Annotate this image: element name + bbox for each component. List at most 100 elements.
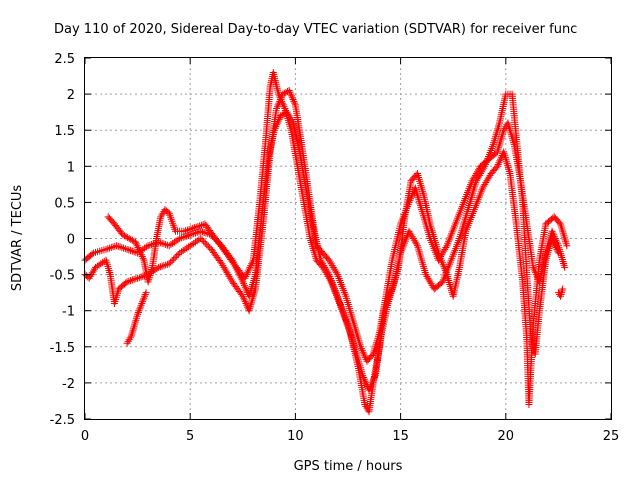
data-point xyxy=(89,267,97,275)
data-point xyxy=(288,94,296,102)
data-point xyxy=(124,234,132,242)
data-point xyxy=(158,262,166,270)
data-point xyxy=(142,289,150,297)
data-point xyxy=(200,238,208,246)
y-axis-label: SDTVAR / TECUs xyxy=(10,185,25,292)
data-point xyxy=(500,126,508,134)
y-tick-label: 0 xyxy=(67,233,75,248)
data-point xyxy=(561,263,569,271)
data-point xyxy=(442,244,450,252)
data-point xyxy=(290,97,298,105)
y-tick-label: -0.5 xyxy=(50,269,75,284)
data-point xyxy=(135,274,143,282)
data-point xyxy=(190,239,198,247)
data-point xyxy=(408,233,416,241)
data-point xyxy=(106,244,114,252)
data-point xyxy=(323,271,331,279)
y-tick-label: 2.5 xyxy=(54,52,75,67)
data-point xyxy=(287,92,295,100)
data-point xyxy=(272,105,280,113)
data-point xyxy=(358,346,366,354)
data-point xyxy=(183,232,191,240)
data-point xyxy=(139,296,147,304)
data-point xyxy=(168,257,176,265)
data-point xyxy=(193,228,201,236)
data-point xyxy=(167,241,175,249)
data-point xyxy=(474,173,482,181)
data-point xyxy=(477,170,485,178)
data-point xyxy=(136,305,144,313)
data-point xyxy=(190,224,198,232)
data-point xyxy=(167,258,175,266)
data-point xyxy=(362,402,370,410)
data-point xyxy=(329,263,337,271)
data-point xyxy=(128,247,136,255)
data-point xyxy=(277,96,285,104)
data-point xyxy=(160,262,168,270)
data-point xyxy=(170,238,178,246)
data-point xyxy=(557,292,565,300)
y-tick-label: 0.5 xyxy=(54,196,75,211)
series-track-3 xyxy=(104,68,571,416)
data-point xyxy=(162,261,170,269)
data-point xyxy=(137,249,145,257)
data-point xyxy=(440,247,448,255)
data-point xyxy=(322,269,330,277)
data-point xyxy=(274,119,282,127)
data-point xyxy=(243,269,251,277)
data-point xyxy=(496,157,504,165)
data-point xyxy=(120,232,128,240)
data-point xyxy=(188,241,196,249)
data-point xyxy=(122,233,130,241)
data-point xyxy=(139,254,147,262)
series-track-2 xyxy=(81,86,562,394)
plot-frame xyxy=(84,57,612,420)
data-point xyxy=(242,272,250,280)
data-point xyxy=(332,269,340,277)
data-point xyxy=(107,244,115,252)
data-point xyxy=(223,269,231,277)
data-point xyxy=(276,94,284,102)
data-point xyxy=(220,263,228,271)
data-point xyxy=(184,231,192,239)
data-point xyxy=(159,209,167,217)
data-point xyxy=(187,225,195,233)
data-point xyxy=(188,230,196,238)
data-point xyxy=(360,373,368,381)
data-point xyxy=(554,247,562,255)
data-point xyxy=(246,263,254,271)
data-point xyxy=(181,233,189,241)
data-point xyxy=(95,261,103,269)
data-point xyxy=(144,242,152,250)
data-point xyxy=(241,283,249,291)
data-point xyxy=(426,278,434,286)
data-point xyxy=(138,253,146,261)
data-point xyxy=(193,237,201,245)
data-point xyxy=(480,164,488,172)
x-tick-label: 15 xyxy=(392,429,409,444)
data-point xyxy=(289,96,297,104)
data-point xyxy=(280,89,288,97)
data-point xyxy=(197,227,205,235)
data-point xyxy=(204,242,212,250)
data-point xyxy=(123,339,131,347)
data-point xyxy=(361,401,369,409)
y-tick-label: -1.5 xyxy=(50,341,75,356)
data-point xyxy=(176,235,184,242)
data-point xyxy=(551,242,559,250)
data-point xyxy=(225,272,233,280)
data-point xyxy=(239,278,247,286)
data-point xyxy=(131,238,139,246)
data-point xyxy=(135,307,143,315)
data-point xyxy=(248,260,256,268)
chart-title: Day 110 of 2020, Sidereal Day-to-day VTE… xyxy=(54,22,577,37)
ticks: 0 5 10 15 20 25 -2.5 -2 -1.5 -1 -0.5 0 0.5 1 1.5 2 2.5 xyxy=(50,52,620,444)
data-point xyxy=(405,227,413,235)
data-point xyxy=(179,247,187,255)
data-point xyxy=(128,276,136,284)
data-point xyxy=(184,243,192,251)
data-point xyxy=(123,245,131,253)
data-point xyxy=(134,274,142,282)
